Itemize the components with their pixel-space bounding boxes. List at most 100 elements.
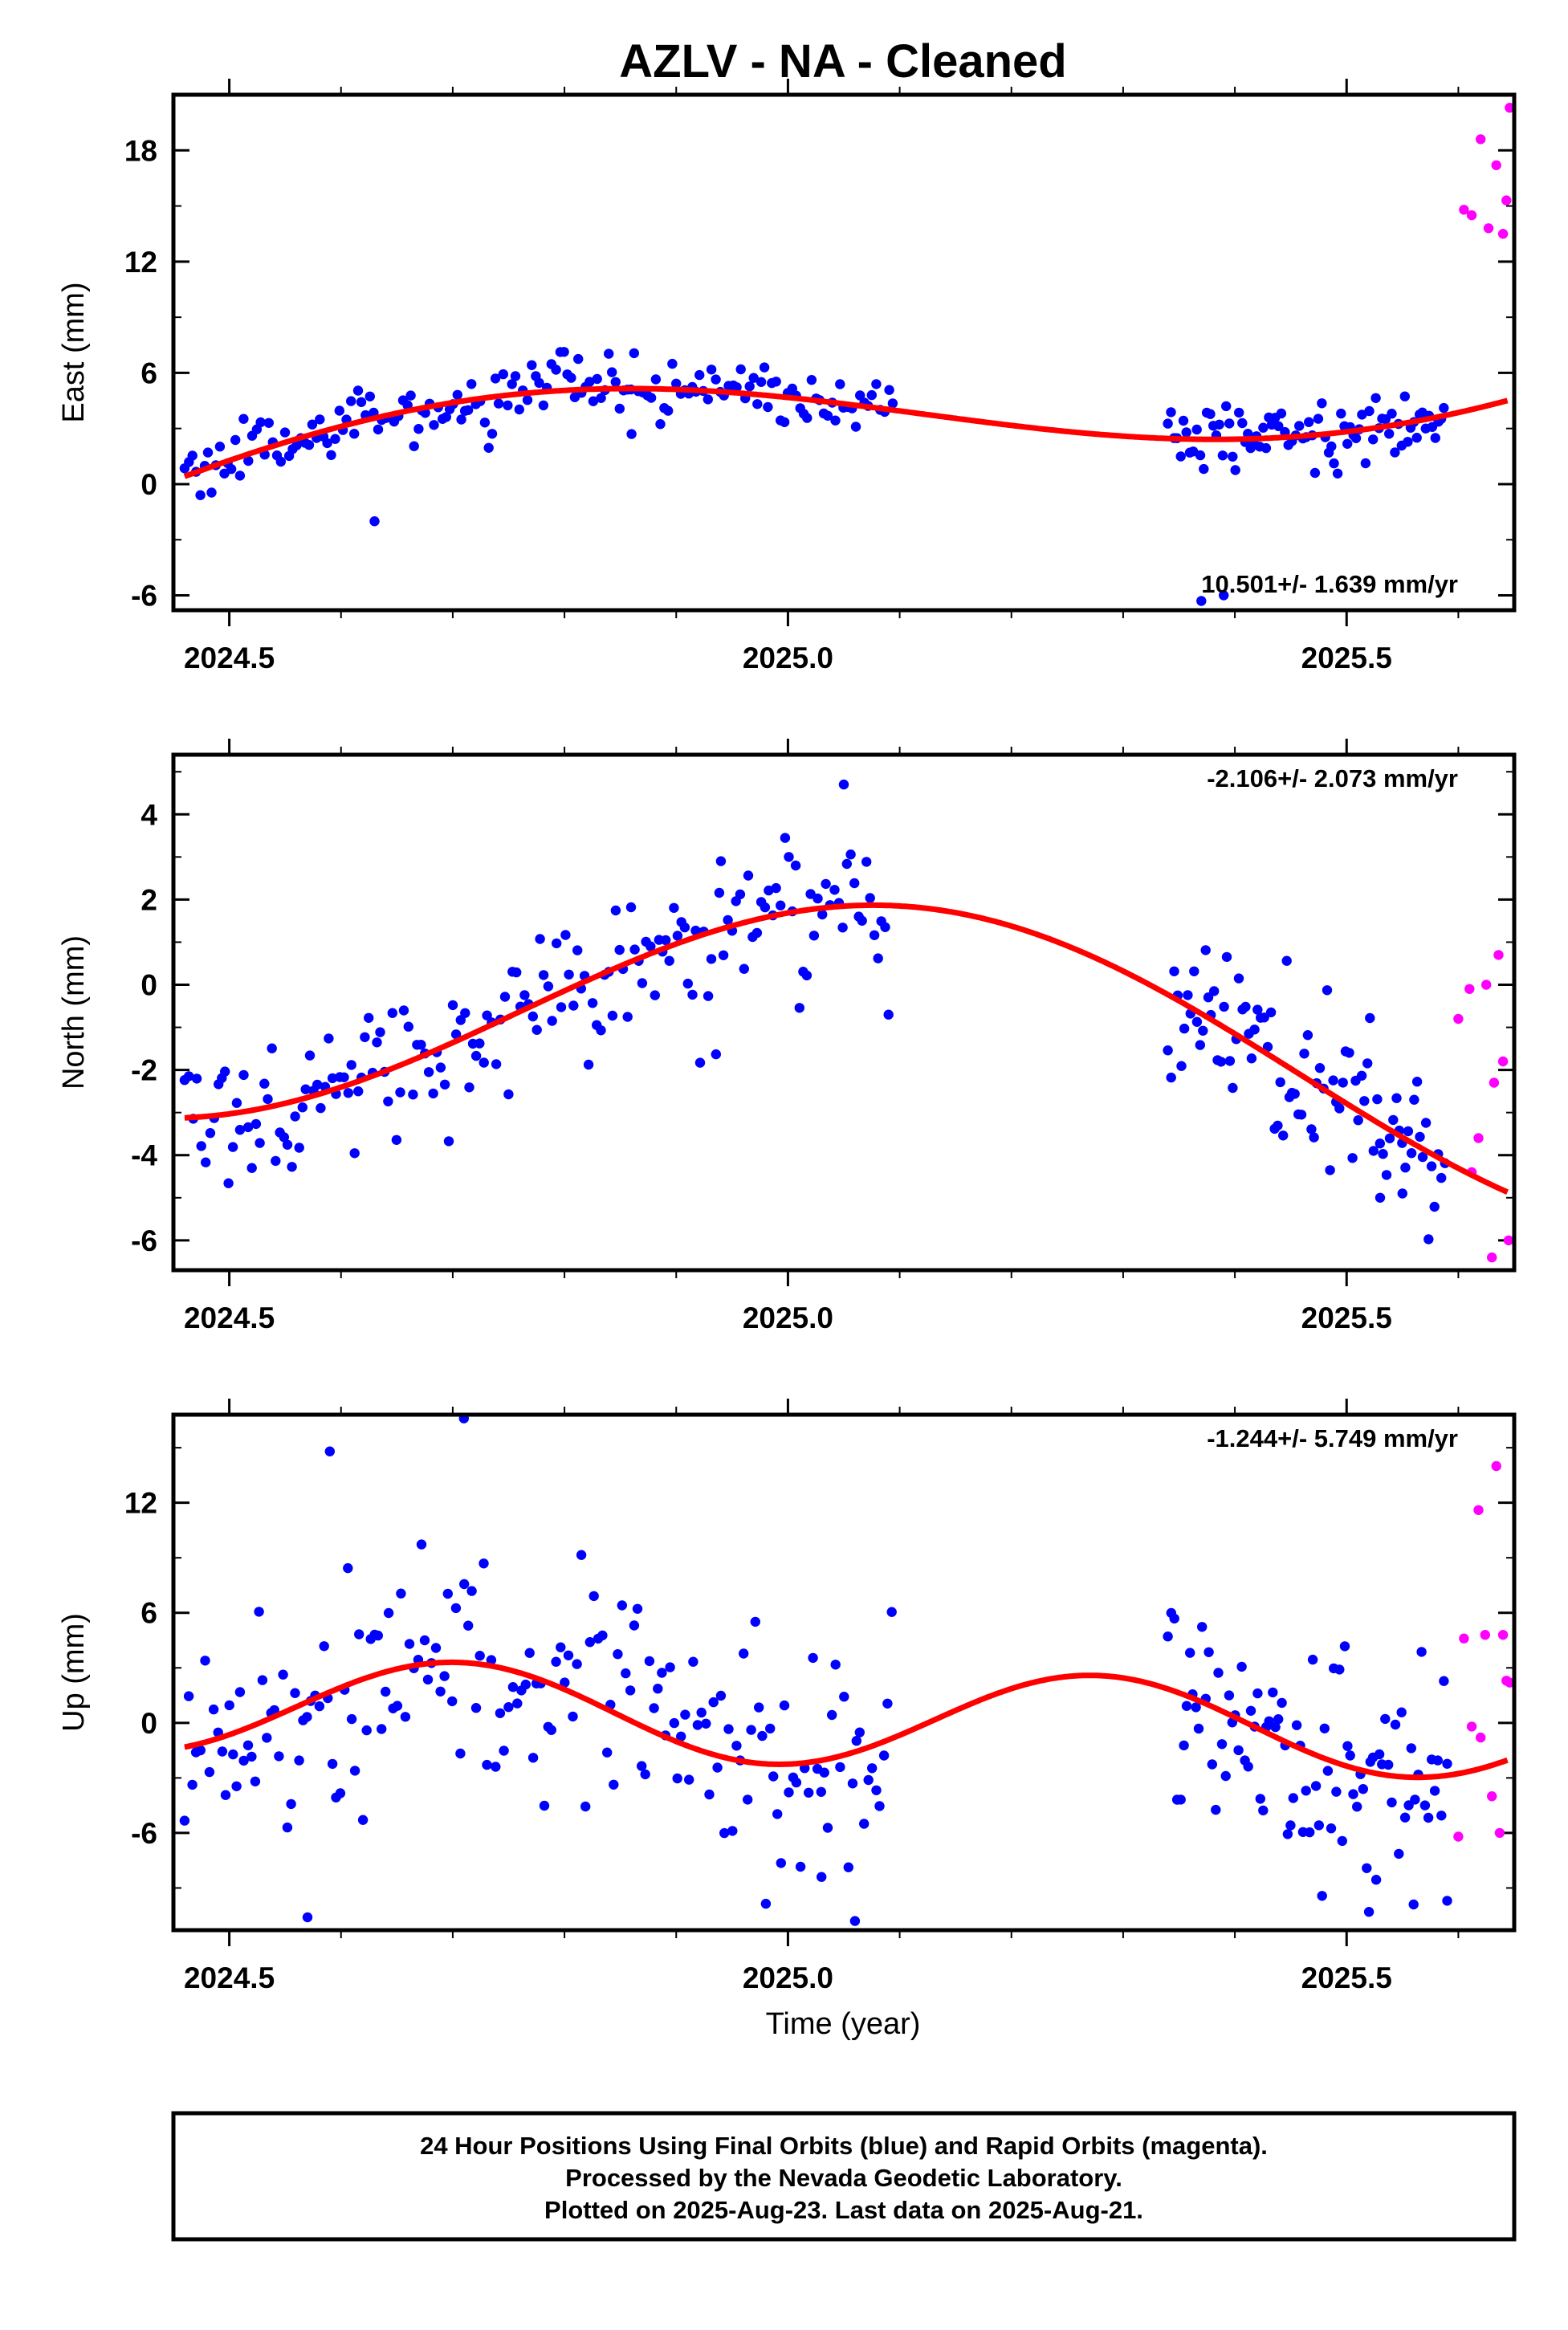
data-point-final bbox=[682, 978, 693, 989]
data-point-final bbox=[353, 1086, 364, 1097]
data-point-final bbox=[817, 1872, 827, 1882]
data-point-final bbox=[302, 1712, 312, 1722]
data-point-final bbox=[1169, 1613, 1179, 1624]
data-point-final bbox=[871, 1785, 882, 1795]
data-point-final bbox=[1313, 413, 1324, 424]
data-point-final bbox=[1360, 458, 1371, 469]
data-point-final bbox=[316, 1102, 326, 1114]
data-point-final bbox=[621, 1668, 631, 1679]
data-point-final bbox=[1255, 1794, 1266, 1804]
data-point-final bbox=[527, 1011, 538, 1022]
data-point-final bbox=[267, 1043, 277, 1053]
data-point-final bbox=[319, 1641, 329, 1652]
data-point-final bbox=[458, 1415, 469, 1424]
data-point-final bbox=[422, 1674, 434, 1685]
data-point-final bbox=[290, 1111, 300, 1122]
data-point-final bbox=[701, 1718, 711, 1729]
data-point-final bbox=[1336, 408, 1346, 419]
data-point-rapid bbox=[1473, 1505, 1484, 1516]
data-point-final bbox=[1299, 1049, 1309, 1059]
data-point-final bbox=[297, 1102, 307, 1113]
data-point-final bbox=[1309, 1132, 1319, 1143]
data-point-final bbox=[1228, 1082, 1238, 1094]
data-point-final bbox=[262, 1733, 272, 1743]
data-point-final bbox=[760, 902, 771, 913]
data-point-final bbox=[460, 1008, 470, 1019]
data-point-final bbox=[1304, 417, 1314, 427]
data-point-final bbox=[813, 893, 823, 904]
data-point-final bbox=[1397, 1188, 1408, 1199]
data-point-final bbox=[404, 1639, 415, 1649]
data-point-final bbox=[829, 885, 840, 895]
model-fit-line bbox=[183, 385, 1509, 479]
data-point-final bbox=[744, 381, 755, 392]
data-point-final bbox=[1203, 992, 1214, 1003]
y-tick-label: 4 bbox=[141, 798, 157, 831]
data-point-final bbox=[629, 348, 639, 359]
data-point-final bbox=[1374, 1749, 1385, 1760]
data-point-final bbox=[613, 1649, 623, 1660]
data-point-final bbox=[255, 417, 266, 428]
data-point-final bbox=[650, 990, 660, 1000]
data-point-final bbox=[491, 1059, 502, 1069]
data-point-final bbox=[748, 373, 759, 383]
data-point-final bbox=[208, 1704, 219, 1715]
data-point-final bbox=[1390, 447, 1400, 458]
data-point-final bbox=[522, 395, 533, 405]
data-point-final bbox=[1334, 1664, 1345, 1675]
data-point-final bbox=[1309, 467, 1321, 479]
data-point-final bbox=[1198, 1025, 1208, 1037]
data-point-final bbox=[463, 1620, 474, 1631]
data-point-final bbox=[439, 1671, 450, 1681]
data-point-final bbox=[257, 1675, 268, 1685]
data-point-final bbox=[531, 1024, 542, 1035]
data-point-final bbox=[1163, 1045, 1173, 1056]
data-point-final bbox=[234, 1687, 246, 1697]
data-point-final bbox=[1217, 450, 1228, 461]
data-point-final bbox=[802, 413, 813, 423]
data-point-final bbox=[1345, 1750, 1355, 1761]
data-point-final bbox=[560, 1677, 570, 1688]
data-point-final bbox=[588, 396, 599, 406]
data-point-final bbox=[808, 931, 820, 941]
data-point-final bbox=[409, 441, 419, 451]
data-point-final bbox=[771, 377, 781, 387]
data-point-final bbox=[680, 1709, 690, 1720]
data-point-final bbox=[1259, 1012, 1269, 1023]
data-point-final bbox=[1353, 1115, 1363, 1126]
y-tick-label: 0 bbox=[141, 1707, 157, 1740]
data-point-final bbox=[1203, 1647, 1214, 1657]
data-point-final bbox=[327, 1073, 338, 1084]
data-point-final bbox=[873, 953, 883, 963]
data-point-final bbox=[746, 1725, 756, 1735]
data-point-final bbox=[307, 419, 318, 430]
data-point-final bbox=[1339, 1641, 1350, 1652]
data-point-final bbox=[784, 852, 794, 862]
data-point-final bbox=[349, 1148, 360, 1159]
x-tick-label: 2024.5 bbox=[184, 1961, 275, 1994]
data-point-final bbox=[839, 1692, 849, 1702]
data-point-final bbox=[584, 1637, 595, 1648]
data-point-final bbox=[655, 419, 666, 430]
data-point-final bbox=[806, 375, 817, 385]
data-point-final bbox=[711, 374, 721, 385]
data-point-final bbox=[817, 909, 828, 920]
data-point-final bbox=[1216, 1057, 1227, 1067]
data-point-final bbox=[419, 1635, 430, 1646]
data-point-final bbox=[1179, 1740, 1189, 1751]
figure-title: AZLV - NA - Cleaned bbox=[619, 35, 1066, 88]
data-point-final bbox=[596, 393, 606, 403]
data-point-final bbox=[743, 870, 754, 881]
data-point-final bbox=[482, 1010, 492, 1020]
y-tick-label: 6 bbox=[141, 356, 157, 389]
plot-frame bbox=[171, 92, 1517, 613]
data-point-final bbox=[780, 833, 791, 843]
data-point-final bbox=[610, 377, 621, 387]
data-point-final bbox=[365, 391, 375, 401]
y-tick-label: 2 bbox=[141, 883, 157, 916]
data-point-final bbox=[1277, 1697, 1287, 1709]
data-point-final bbox=[1213, 1668, 1224, 1678]
data-point-final bbox=[665, 1662, 675, 1672]
data-point-final bbox=[1306, 1124, 1317, 1134]
y-tick-label: -6 bbox=[131, 1817, 157, 1850]
